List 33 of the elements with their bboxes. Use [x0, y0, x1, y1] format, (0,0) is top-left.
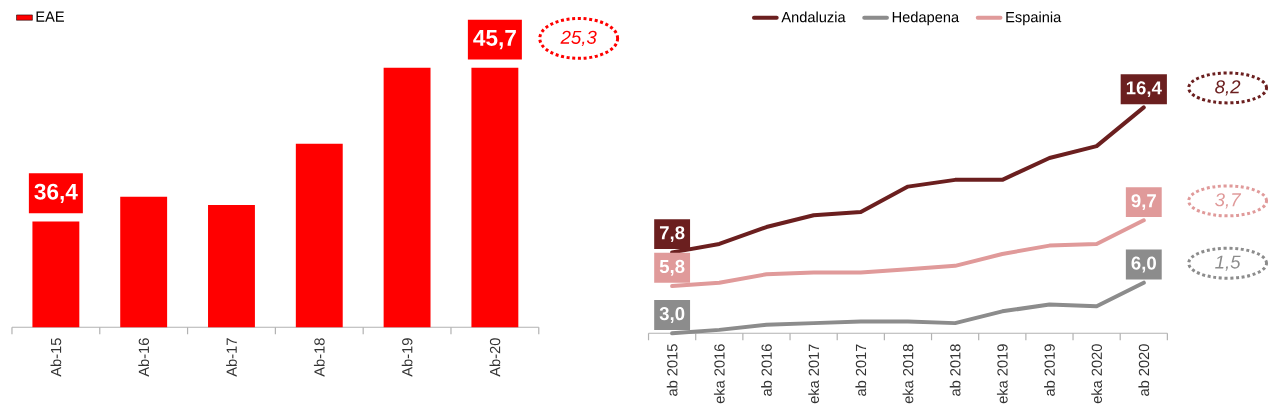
x-tick-label: ab 2017 [855, 344, 867, 396]
x-tick-label: eka 2018 [902, 344, 914, 404]
x-tick-label: ab 2020 [1138, 344, 1150, 396]
x-tick-label: ab 2018 [949, 344, 961, 396]
x-tick-label: Ab-19 [401, 338, 413, 377]
x-tick-label: ab 2019 [1044, 344, 1055, 396]
data-label: 9,7 [1131, 194, 1156, 210]
text: 8,2 [1215, 80, 1241, 96]
x-tick-label: Ab-15 [50, 338, 62, 377]
x-tick-label: ab 2015 [666, 344, 678, 396]
legend-label: Andaluzia [781, 11, 846, 23]
x-tick-label: eka 2020 [1091, 344, 1102, 404]
data-label: 45,7 [473, 30, 516, 50]
data-label: 5,8 [659, 259, 685, 276]
x-tick-label: Ab-16 [138, 338, 150, 377]
x-tick-label: eka 2019 [996, 344, 1008, 404]
legend-label: Espainia [1006, 11, 1062, 26]
x-tick-label: Ab-17 [226, 338, 237, 377]
x-tick-label: eka 2017 [808, 344, 819, 404]
text: 3,7 [1215, 193, 1242, 209]
x-tick-label: Ab-18 [313, 338, 325, 377]
text: 1,5 [1215, 255, 1241, 271]
x-tick-label: Ab-20 [489, 338, 501, 377]
x-tick-label: ab 2016 [761, 344, 772, 396]
data-label: 6,0 [1131, 256, 1156, 273]
text: 25,3 [560, 30, 597, 47]
data-label: 7,8 [659, 226, 685, 243]
data-label: 16,4 [1126, 81, 1162, 98]
legend-label: Hedapena [892, 11, 960, 26]
legend-label: EAE [36, 11, 64, 22]
data-label: 36,4 [34, 183, 78, 203]
data-label: 3,0 [659, 307, 685, 323]
x-tick-label: eka 2016 [713, 344, 725, 404]
